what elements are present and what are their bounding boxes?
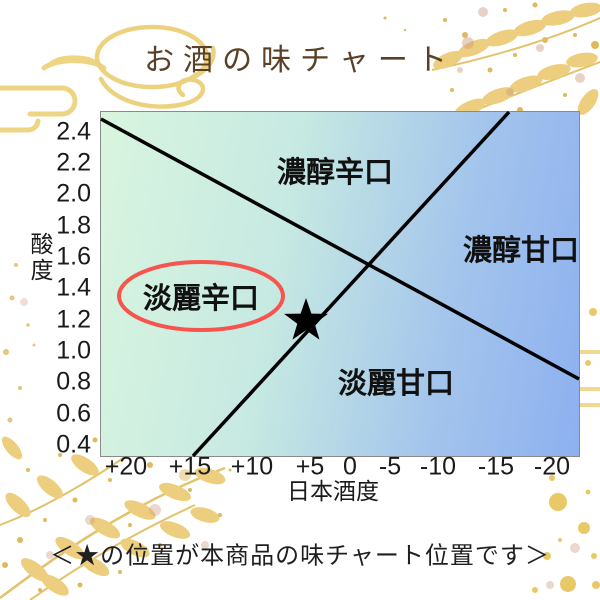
y-tick: 2.2 [56,148,91,177]
highlight-ellipse [117,260,285,332]
x-tick: 0 [343,452,357,481]
x-tick: -20 [533,452,571,481]
gold-specks-left-icon [3,263,36,423]
x-tick: +10 [230,452,274,481]
y-tick: 1.8 [56,211,91,240]
y-tick: 0.8 [56,367,91,396]
boundary-line-descending [100,117,580,381]
x-tick: -15 [477,452,515,481]
x-tick: -5 [378,452,402,481]
x-tick: +20 [104,452,148,481]
taste-chart-plot: 濃醇辛口 濃醇甘口 淡麗辛口 淡麗甘口 [100,110,580,458]
gold-dashes-right-icon [575,308,600,407]
plot-canvas [100,110,580,458]
quadrant-label-rich-dry: 濃醇辛口 [276,157,394,189]
y-tick: 1.2 [56,305,91,334]
y-tick: 1.0 [56,336,91,365]
x-tick: +15 [168,452,212,481]
star-position-caption: ＜★の位置が本商品の味チャート位置です＞ [50,543,550,570]
quadrant-label-light-sweet: 淡麗甘口 [337,368,455,400]
page-title: お酒の味チャート [144,44,456,77]
quadrant-label-light-dry: 淡麗辛口 [142,283,260,315]
quadrant-label-rich-sweet: 濃醇甘口 [462,235,580,267]
boundary-line-ascending [191,110,511,458]
y-tick: 2.0 [56,179,91,208]
x-tick: -10 [419,452,457,481]
y-tick: 2.4 [56,117,91,146]
y-axis-title: 酸度 [27,232,53,284]
y-tick: 1.4 [56,273,91,302]
gold-splatter-bottom-right-icon [532,475,600,593]
y-tick: 0.6 [56,399,91,428]
star-marker-icon [284,298,328,340]
x-tick: +5 [295,452,325,481]
x-axis-title: 日本酒度 [287,478,379,504]
y-tick: 1.6 [56,242,91,271]
y-tick: 0.4 [56,430,91,459]
